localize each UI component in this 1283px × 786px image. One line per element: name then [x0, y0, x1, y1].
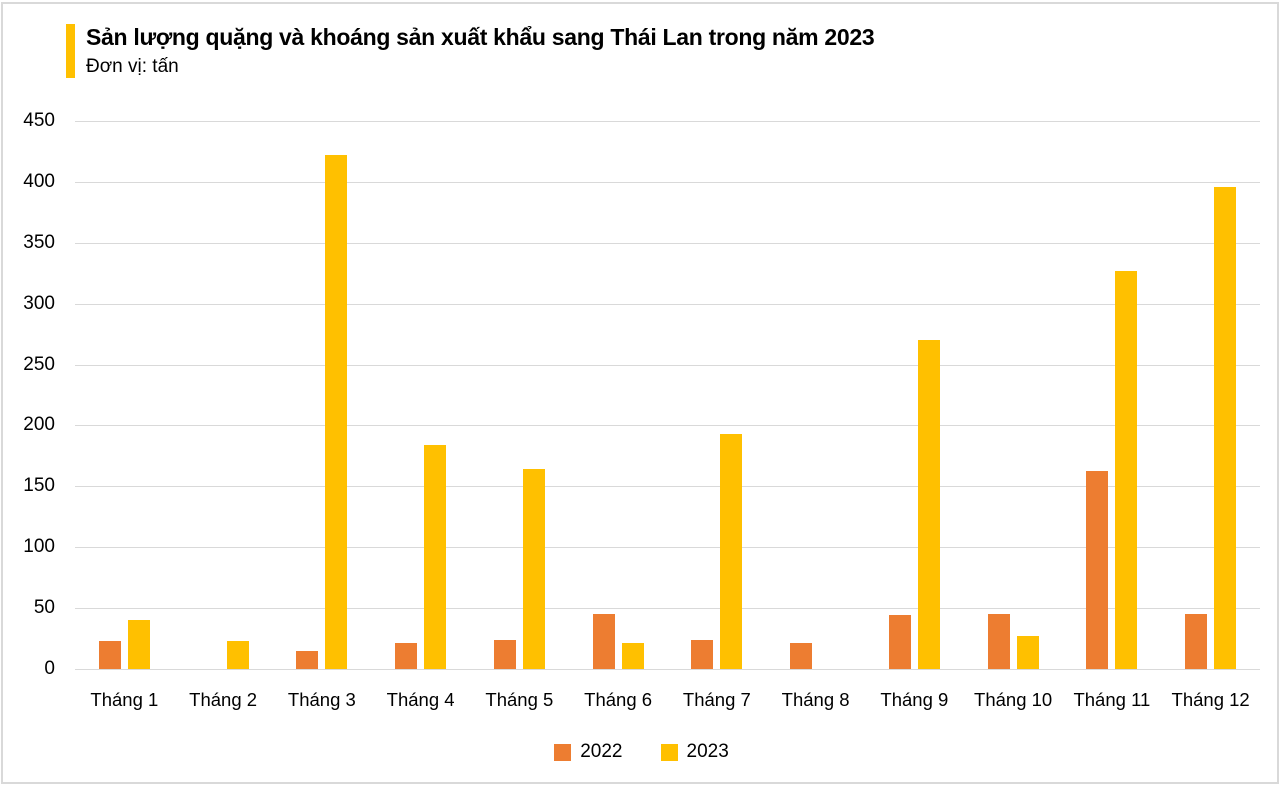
chart-title: Sản lượng quặng và khoáng sản xuất khẩu … [86, 24, 875, 50]
gridline [75, 121, 1260, 122]
legend-swatch-2023 [660, 743, 678, 761]
x-axis-tick-label: Tháng 10 [974, 689, 1053, 710]
legend-item-2023: 2023 [660, 741, 729, 763]
bar-2022-tháng-10 [987, 614, 1010, 669]
bar-2023-tháng-9 [917, 340, 940, 669]
x-axis-tick-label: Tháng 1 [90, 689, 159, 710]
bar-2023-tháng-11 [1115, 270, 1138, 669]
legend-swatch-2022 [554, 743, 572, 761]
x-axis-tick-label: Tháng 12 [1171, 689, 1250, 710]
x-axis-tick-label: Tháng 9 [880, 689, 949, 710]
legend-item-2022: 2022 [554, 741, 623, 763]
bar-2023-tháng-5 [522, 469, 545, 669]
bar-2023-tháng-1 [127, 620, 150, 669]
title-accent-bar [66, 24, 75, 78]
gridline [75, 547, 1260, 549]
bar-2022-tháng-11 [1086, 470, 1109, 669]
x-axis-tick-label: Tháng 4 [386, 689, 455, 710]
y-axis-tick-label: 50 [33, 597, 55, 619]
y-axis-tick-label: 150 [23, 475, 55, 497]
x-axis-tick-label: Tháng 3 [287, 689, 356, 710]
bar-2022-tháng-6 [592, 614, 615, 669]
legend-label-2022: 2022 [580, 741, 623, 762]
y-axis-tick-label: 350 [23, 231, 55, 253]
bar-2023-tháng-7 [720, 433, 743, 669]
chart-subtitle: Đơn vị: tấn [86, 55, 179, 77]
bar-2023-tháng-2 [226, 640, 249, 669]
x-axis-tick-label: Tháng 5 [485, 689, 554, 710]
bar-2022-tháng-12 [1185, 614, 1208, 669]
gridline [75, 425, 1260, 427]
y-axis-tick-label: 300 [23, 292, 55, 314]
gridline [75, 181, 1260, 183]
bar-2022-tháng-4 [395, 643, 418, 669]
bar-2023-tháng-4 [424, 444, 447, 669]
y-axis-tick-label: 100 [23, 536, 55, 558]
y-axis-tick-label: 450 [23, 110, 55, 131]
bar-2023-tháng-6 [621, 643, 644, 669]
y-axis-tick-label: 0 [44, 658, 55, 679]
y-axis-tick-label: 400 [23, 170, 55, 192]
gridline [75, 486, 1260, 488]
bar-2022-tháng-9 [888, 615, 911, 669]
bar-2022-tháng-5 [493, 639, 516, 669]
legend-label-2023: 2023 [686, 741, 729, 762]
chart-legend: 2022 2023 [0, 741, 1283, 763]
gridline [75, 608, 1260, 610]
x-axis-tick-label: Tháng 6 [584, 689, 653, 710]
gridline [75, 303, 1260, 305]
title-block: Sản lượng quặng và khoáng sản xuất khẩu … [66, 24, 875, 78]
bar-2023-tháng-10 [1016, 636, 1039, 669]
x-axis-tick-label: Tháng 11 [1073, 689, 1151, 710]
gridline [75, 242, 1260, 244]
x-axis-tick-label: Tháng 8 [781, 689, 850, 710]
bar-2023-tháng-12 [1214, 186, 1237, 669]
gridline [75, 364, 1260, 366]
y-axis-tick-label: 250 [23, 353, 55, 375]
x-axis-tick-label: Tháng 2 [189, 689, 258, 710]
title-text-wrap: Sản lượng quặng và khoáng sản xuất khẩu … [86, 24, 875, 78]
gridline [75, 669, 1260, 670]
x-axis-tick-label: Tháng 7 [682, 689, 751, 710]
y-axis-tick-label: 200 [23, 414, 55, 436]
bar-2022-tháng-3 [296, 650, 319, 669]
bar-2022-tháng-1 [98, 640, 121, 669]
bar-2022-tháng-7 [691, 639, 714, 669]
bar-2023-tháng-3 [325, 155, 348, 669]
bar-2022-tháng-8 [790, 643, 813, 669]
